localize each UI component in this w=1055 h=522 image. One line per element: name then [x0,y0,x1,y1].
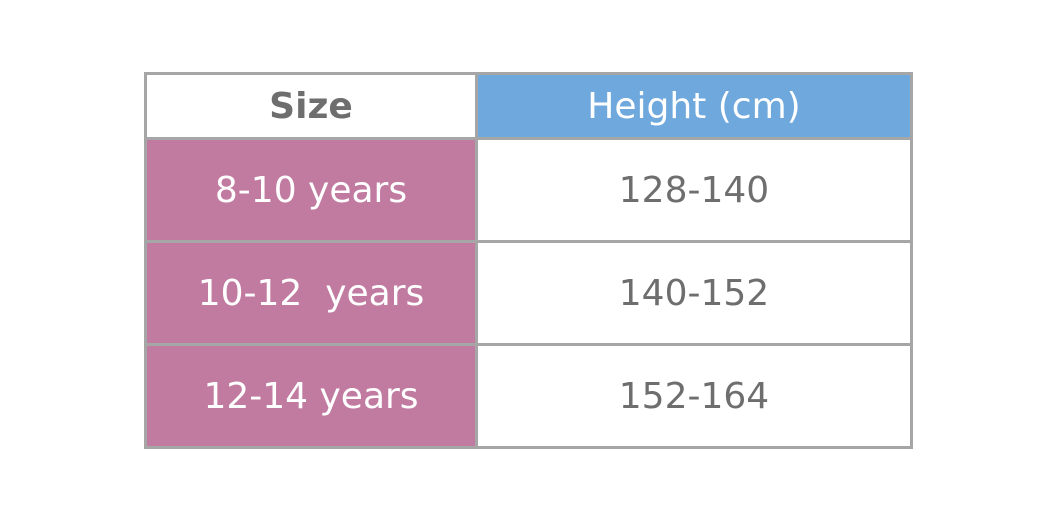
table-row: 12-14 years 152-164 [144,343,913,449]
table-row: 8-10 years 128-140 [144,137,913,243]
table-cell: 10-12 years [144,240,478,346]
table-header: Size Height (cm) [144,72,913,140]
header-cell: Size [144,72,478,140]
header-row: Size Height (cm) [144,72,913,140]
table-row: 10-12 years 140-152 [144,240,913,346]
table-body: 8-10 years 128-140 10-12 years 140-152 12-14… [144,137,913,449]
size-table: Size Height (cm) 8-10 years 128-140 10-12 … [144,72,913,449]
table-cell: 128-140 [475,137,913,243]
table-cell: 152-164 [475,343,913,449]
table-cell: 8-10 years [144,137,478,243]
table-cell: 140-152 [475,240,913,346]
table-cell: 12-14 years [144,343,478,449]
header-cell: Height (cm) [475,72,913,140]
